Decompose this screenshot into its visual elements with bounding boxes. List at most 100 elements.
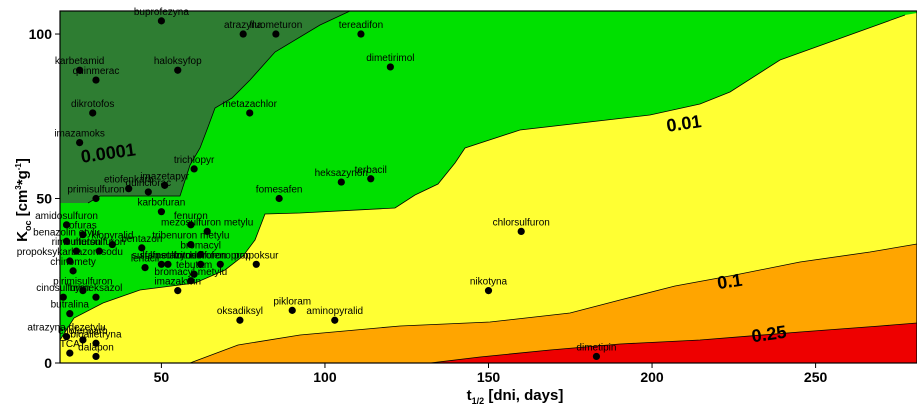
data-point [62,333,71,341]
data-point-label: bromacyl metylu [154,267,227,278]
data-point [161,181,169,189]
data-point [95,247,103,255]
data-point-label: tereadifon [339,20,383,31]
x-tick-label: 250 [804,369,828,385]
data-point [337,178,345,186]
data-point [66,349,74,357]
contour-line-0.25 [429,322,917,363]
y-tick-label: 100 [29,26,53,42]
data-point [79,336,87,344]
data-point [62,237,71,245]
data-point [66,310,74,318]
data-point-label: quinmerac [73,66,120,77]
data-point-label: heksazynon [315,168,368,179]
data-point-label: haloksyfop [154,56,202,67]
data-point-label: pirimisulfuron [53,277,112,288]
contour-label: 0.01 [665,111,702,136]
contour-line-0.01 [60,14,906,341]
data-point [187,221,195,229]
data-point [331,316,339,324]
data-point-label: dikrotofos [71,99,114,110]
data-point [108,240,116,249]
data-point-label: lenacil [131,254,159,265]
data-point-label: sulfosulfuron [140,250,197,261]
data-point-label: klopyralid [91,231,133,242]
contour-line-0.0001 [87,11,351,204]
data-point [197,250,205,259]
data-point-label: metsulfuron [73,237,125,248]
data-point [252,260,260,268]
data-point-label: dimetirimol [366,53,414,64]
x-tick-label: 150 [477,369,501,385]
data-point-label: dalapon [78,342,114,353]
data-point [272,30,280,38]
data-point [203,227,211,236]
data-point [92,76,100,84]
data-point [174,66,182,74]
data-point-label: benazolin etylu [33,227,100,238]
x-axis-ticks: 50 100 150 200 250 [154,363,828,385]
data-point-label: sulfametazyn [132,250,191,261]
data-point-label: atrazyna dezetylu [27,323,105,334]
data-point [157,208,166,216]
data-point-label: ofuras [69,221,97,232]
data-point-label: fenuron [174,211,208,222]
data-point [138,244,146,252]
data-point [92,293,100,301]
data-point-label: metazachlor [222,99,277,110]
contour-lines [60,11,917,363]
data-point-label: trichlopyr [174,155,215,166]
data-point-label: etiofenkarb [104,175,154,186]
x-tick-label: 50 [154,369,170,385]
data-point [72,247,80,255]
data-point-label: bentazon [121,234,162,245]
data-point [141,263,149,272]
data-point-label: atrazyna [224,20,263,31]
data-point [92,339,100,347]
data-point [190,270,198,278]
data-point-label: chlorsulfuron [493,217,550,228]
data-point [125,185,133,193]
data-point [92,352,100,361]
data-point [484,287,493,295]
data-point [59,293,67,301]
data-point-label: imazamoks [54,129,105,140]
data-point-label: karbofuran [137,198,185,209]
data-point-label: fomesafen [256,185,303,196]
contour-label: 0.25 [750,322,787,347]
risk-zones [60,11,917,363]
data-point [367,175,375,183]
data-point [66,257,74,265]
data-point-label: klorofenoprop [190,250,252,261]
data-point [216,260,224,268]
data-point-label: rimsulfuron [52,237,101,248]
data-point [89,109,97,117]
data-point [239,30,247,38]
contour-label: 0.1 [716,270,744,293]
data-point-label: buprofezyna [134,7,189,18]
x-tick-label: 100 [313,369,337,385]
data-point [592,352,601,361]
data-point [92,194,100,203]
data-point [187,240,195,249]
data-point-label: propoksykarbazon sodu [17,247,123,258]
data-point [246,109,254,117]
zone-red [430,323,917,363]
data-point-label: mezosulfuron metylu [161,217,253,228]
data-point-label: dimetipin [576,342,616,353]
data-point-label: karbetamid [55,56,104,67]
data-point-label: oksadiksyl [217,306,263,317]
data-point [288,306,296,314]
data-point-label: tritosulfuron [175,250,227,261]
data-point-label: primisulfuron [67,185,124,196]
data-point-label: TCA [60,339,80,350]
data-point-label: pikloram [273,296,311,307]
data-point [79,231,87,239]
data-point [197,260,205,268]
data-point [187,277,195,285]
data-point [386,63,394,71]
data-point-label: chinomety [50,257,96,268]
data-point [76,66,84,74]
data-point-label: imazetapyr [140,171,190,182]
